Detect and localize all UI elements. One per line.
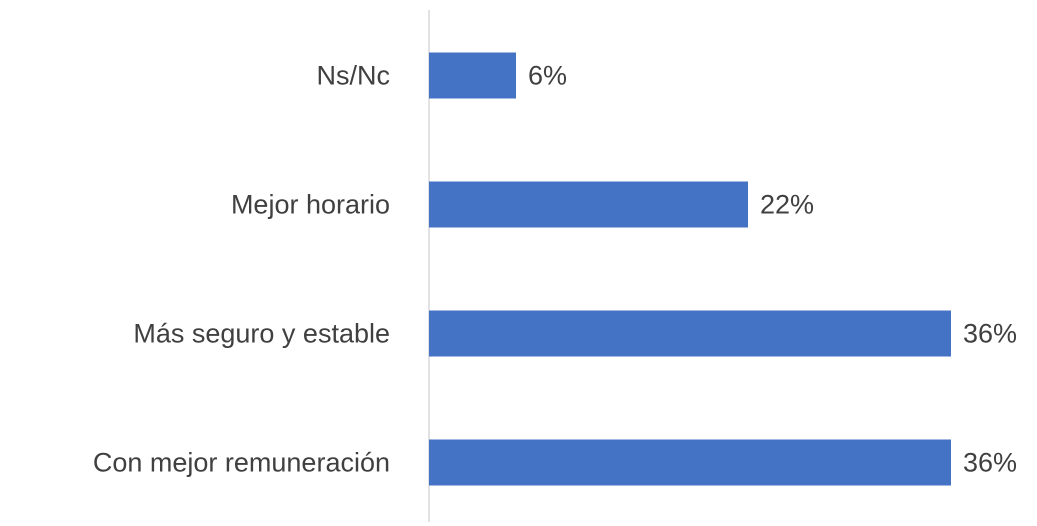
data-label: 36% xyxy=(963,448,1017,478)
category-label: Con mejor remuneración xyxy=(93,448,390,478)
category-label: Mejor horario xyxy=(231,190,390,220)
data-label: 36% xyxy=(963,319,1017,349)
bar xyxy=(429,439,951,486)
bar xyxy=(429,310,951,357)
bar xyxy=(429,181,748,228)
data-label: 22% xyxy=(760,190,814,220)
bar xyxy=(429,52,516,99)
data-label: 6% xyxy=(528,61,567,91)
category-label: Más seguro y estable xyxy=(133,319,390,349)
category-label: Ns/Nc xyxy=(317,61,391,91)
